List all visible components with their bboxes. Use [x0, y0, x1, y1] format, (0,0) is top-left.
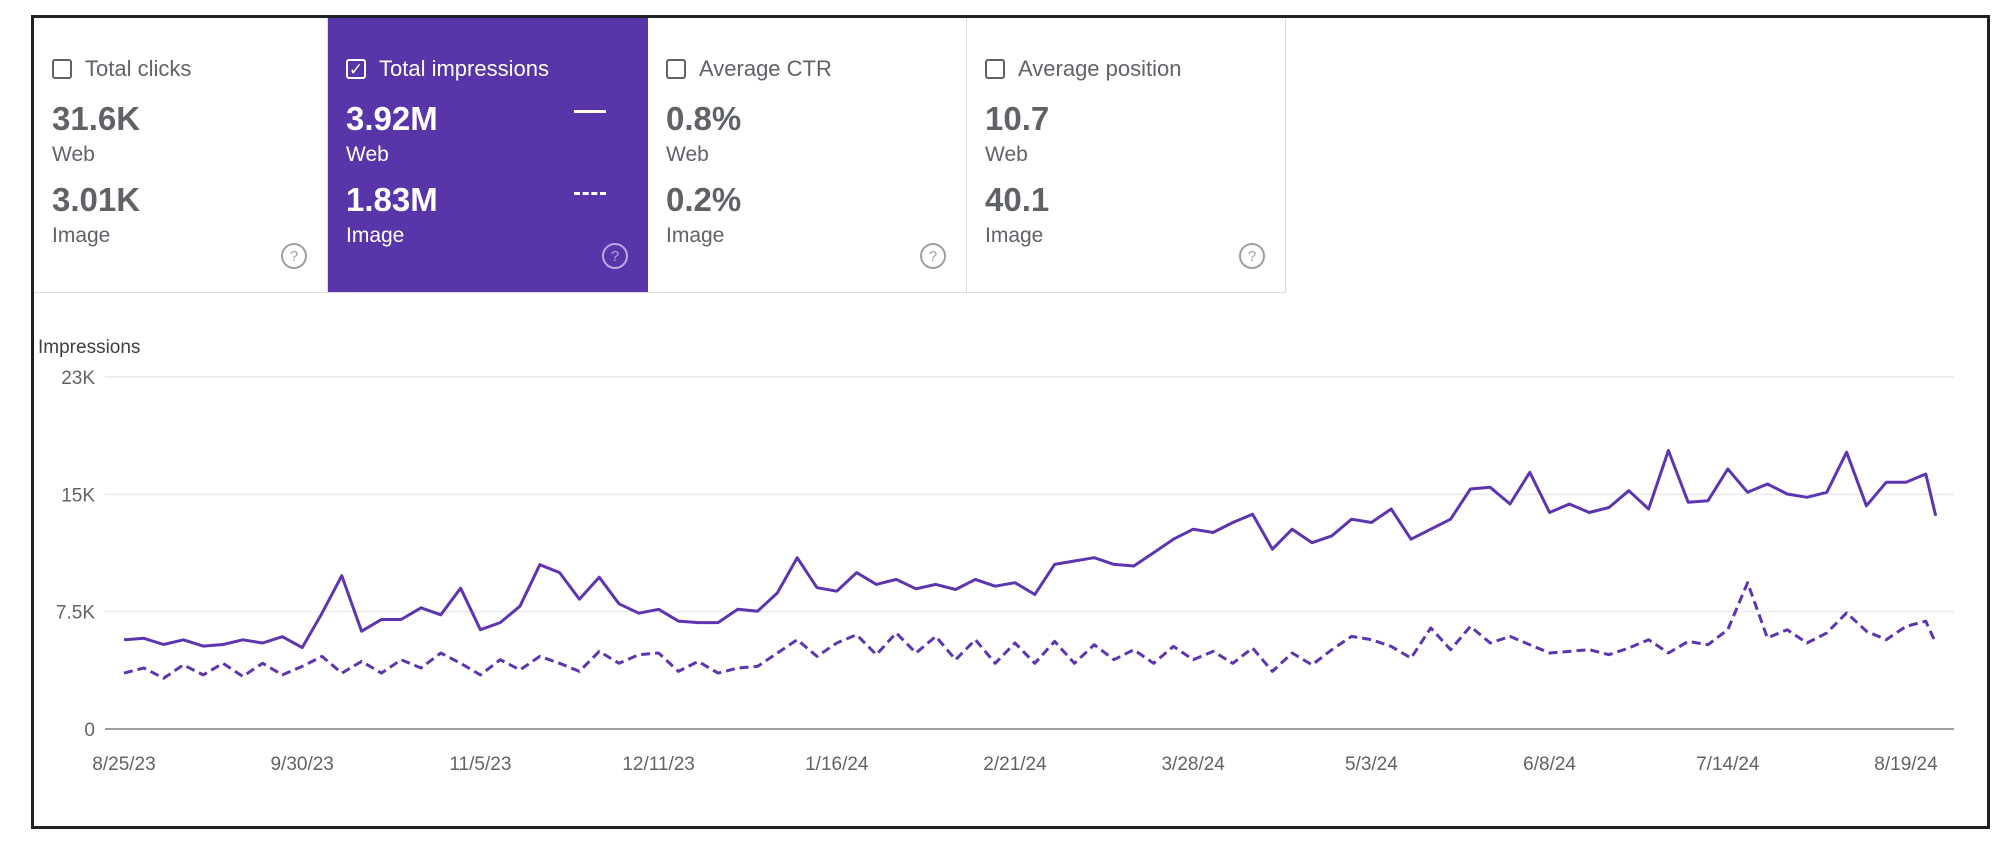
checkbox-icon[interactable]: [52, 59, 72, 79]
web-value: 31.6K: [52, 100, 141, 137]
y-tick-label: 23K: [61, 368, 95, 389]
x-tick-label: 3/28/24: [1161, 754, 1225, 775]
card-label: Total clicks: [85, 56, 192, 81]
solid-line-icon: [574, 110, 606, 113]
card-average-ctr[interactable]: Average CTR 0.8% Web 0.2% Image ?: [648, 18, 967, 292]
web-value: 0.8%: [666, 100, 742, 137]
image-label: Image: [52, 224, 111, 247]
x-tick-label: 5/3/24: [1345, 754, 1398, 775]
image-value: 40.1: [985, 181, 1050, 218]
web-label: Web: [52, 143, 95, 166]
x-tick-label: 2/21/24: [983, 754, 1047, 775]
web-value: 10.7: [985, 100, 1050, 137]
help-circle-icon[interactable]: ?: [602, 243, 628, 269]
image-value: 1.83M: [346, 181, 438, 218]
card-average-position[interactable]: Average position 10.7 Web 40.1 Image ?: [967, 18, 1286, 292]
x-tick-label: 9/30/23: [270, 754, 333, 775]
card-total-clicks[interactable]: Total clicks 31.6K Web 3.01K Image ?: [34, 18, 328, 292]
x-tick-label: 7/14/24: [1696, 754, 1760, 775]
dashed-line-icon: [574, 192, 606, 195]
web-label: Web: [985, 143, 1028, 166]
x-tick-label: 6/8/24: [1523, 754, 1576, 775]
web-value: 3.92M: [346, 100, 438, 137]
checkbox-checked-icon[interactable]: ✓: [346, 59, 366, 79]
help-circle-icon[interactable]: ?: [1239, 243, 1265, 269]
y-tick-label: 15K: [61, 485, 95, 506]
metric-cards: Total clicks 31.6K Web 3.01K Image ? ✓ T…: [34, 18, 1286, 293]
card-header: ✓ Total impressions: [346, 56, 549, 82]
card-header: Average position: [985, 56, 1182, 82]
checkbox-icon[interactable]: [666, 59, 686, 79]
web-label: Web: [666, 143, 709, 166]
card-label: Average position: [1018, 56, 1182, 81]
help-circle-icon[interactable]: ?: [281, 243, 307, 269]
image-label: Image: [346, 224, 405, 247]
y-axis-title: Impressions: [38, 337, 141, 358]
image-value: 0.2%: [666, 181, 742, 218]
y-tick-label: 0: [84, 720, 95, 741]
x-tick-label: 11/5/23: [449, 754, 511, 775]
image-value: 3.01K: [52, 181, 141, 218]
image-label: Image: [666, 224, 725, 247]
image-label: Image: [985, 224, 1044, 247]
x-tick-label: 1/16/24: [805, 754, 869, 775]
help-circle-icon[interactable]: ?: [920, 243, 946, 269]
card-label: Average CTR: [699, 56, 832, 81]
x-tick-label: 12/11/23: [622, 754, 695, 775]
card-total-impressions[interactable]: ✓ Total impressions 3.92M Web 1.83M Imag…: [328, 18, 648, 292]
card-label: Total impressions: [379, 56, 549, 81]
series-line-image: [123, 581, 1938, 680]
series-line-web: [123, 449, 1938, 650]
x-tick-label: 8/25/23: [92, 754, 155, 775]
x-tick-label: 8/19/24: [1874, 754, 1938, 775]
card-header: Total clicks: [52, 56, 191, 82]
y-tick-label: 7.5K: [56, 603, 95, 624]
web-label: Web: [346, 143, 389, 166]
checkbox-icon[interactable]: [985, 59, 1005, 79]
card-header: Average CTR: [666, 56, 832, 82]
report-frame: [31, 15, 1990, 829]
